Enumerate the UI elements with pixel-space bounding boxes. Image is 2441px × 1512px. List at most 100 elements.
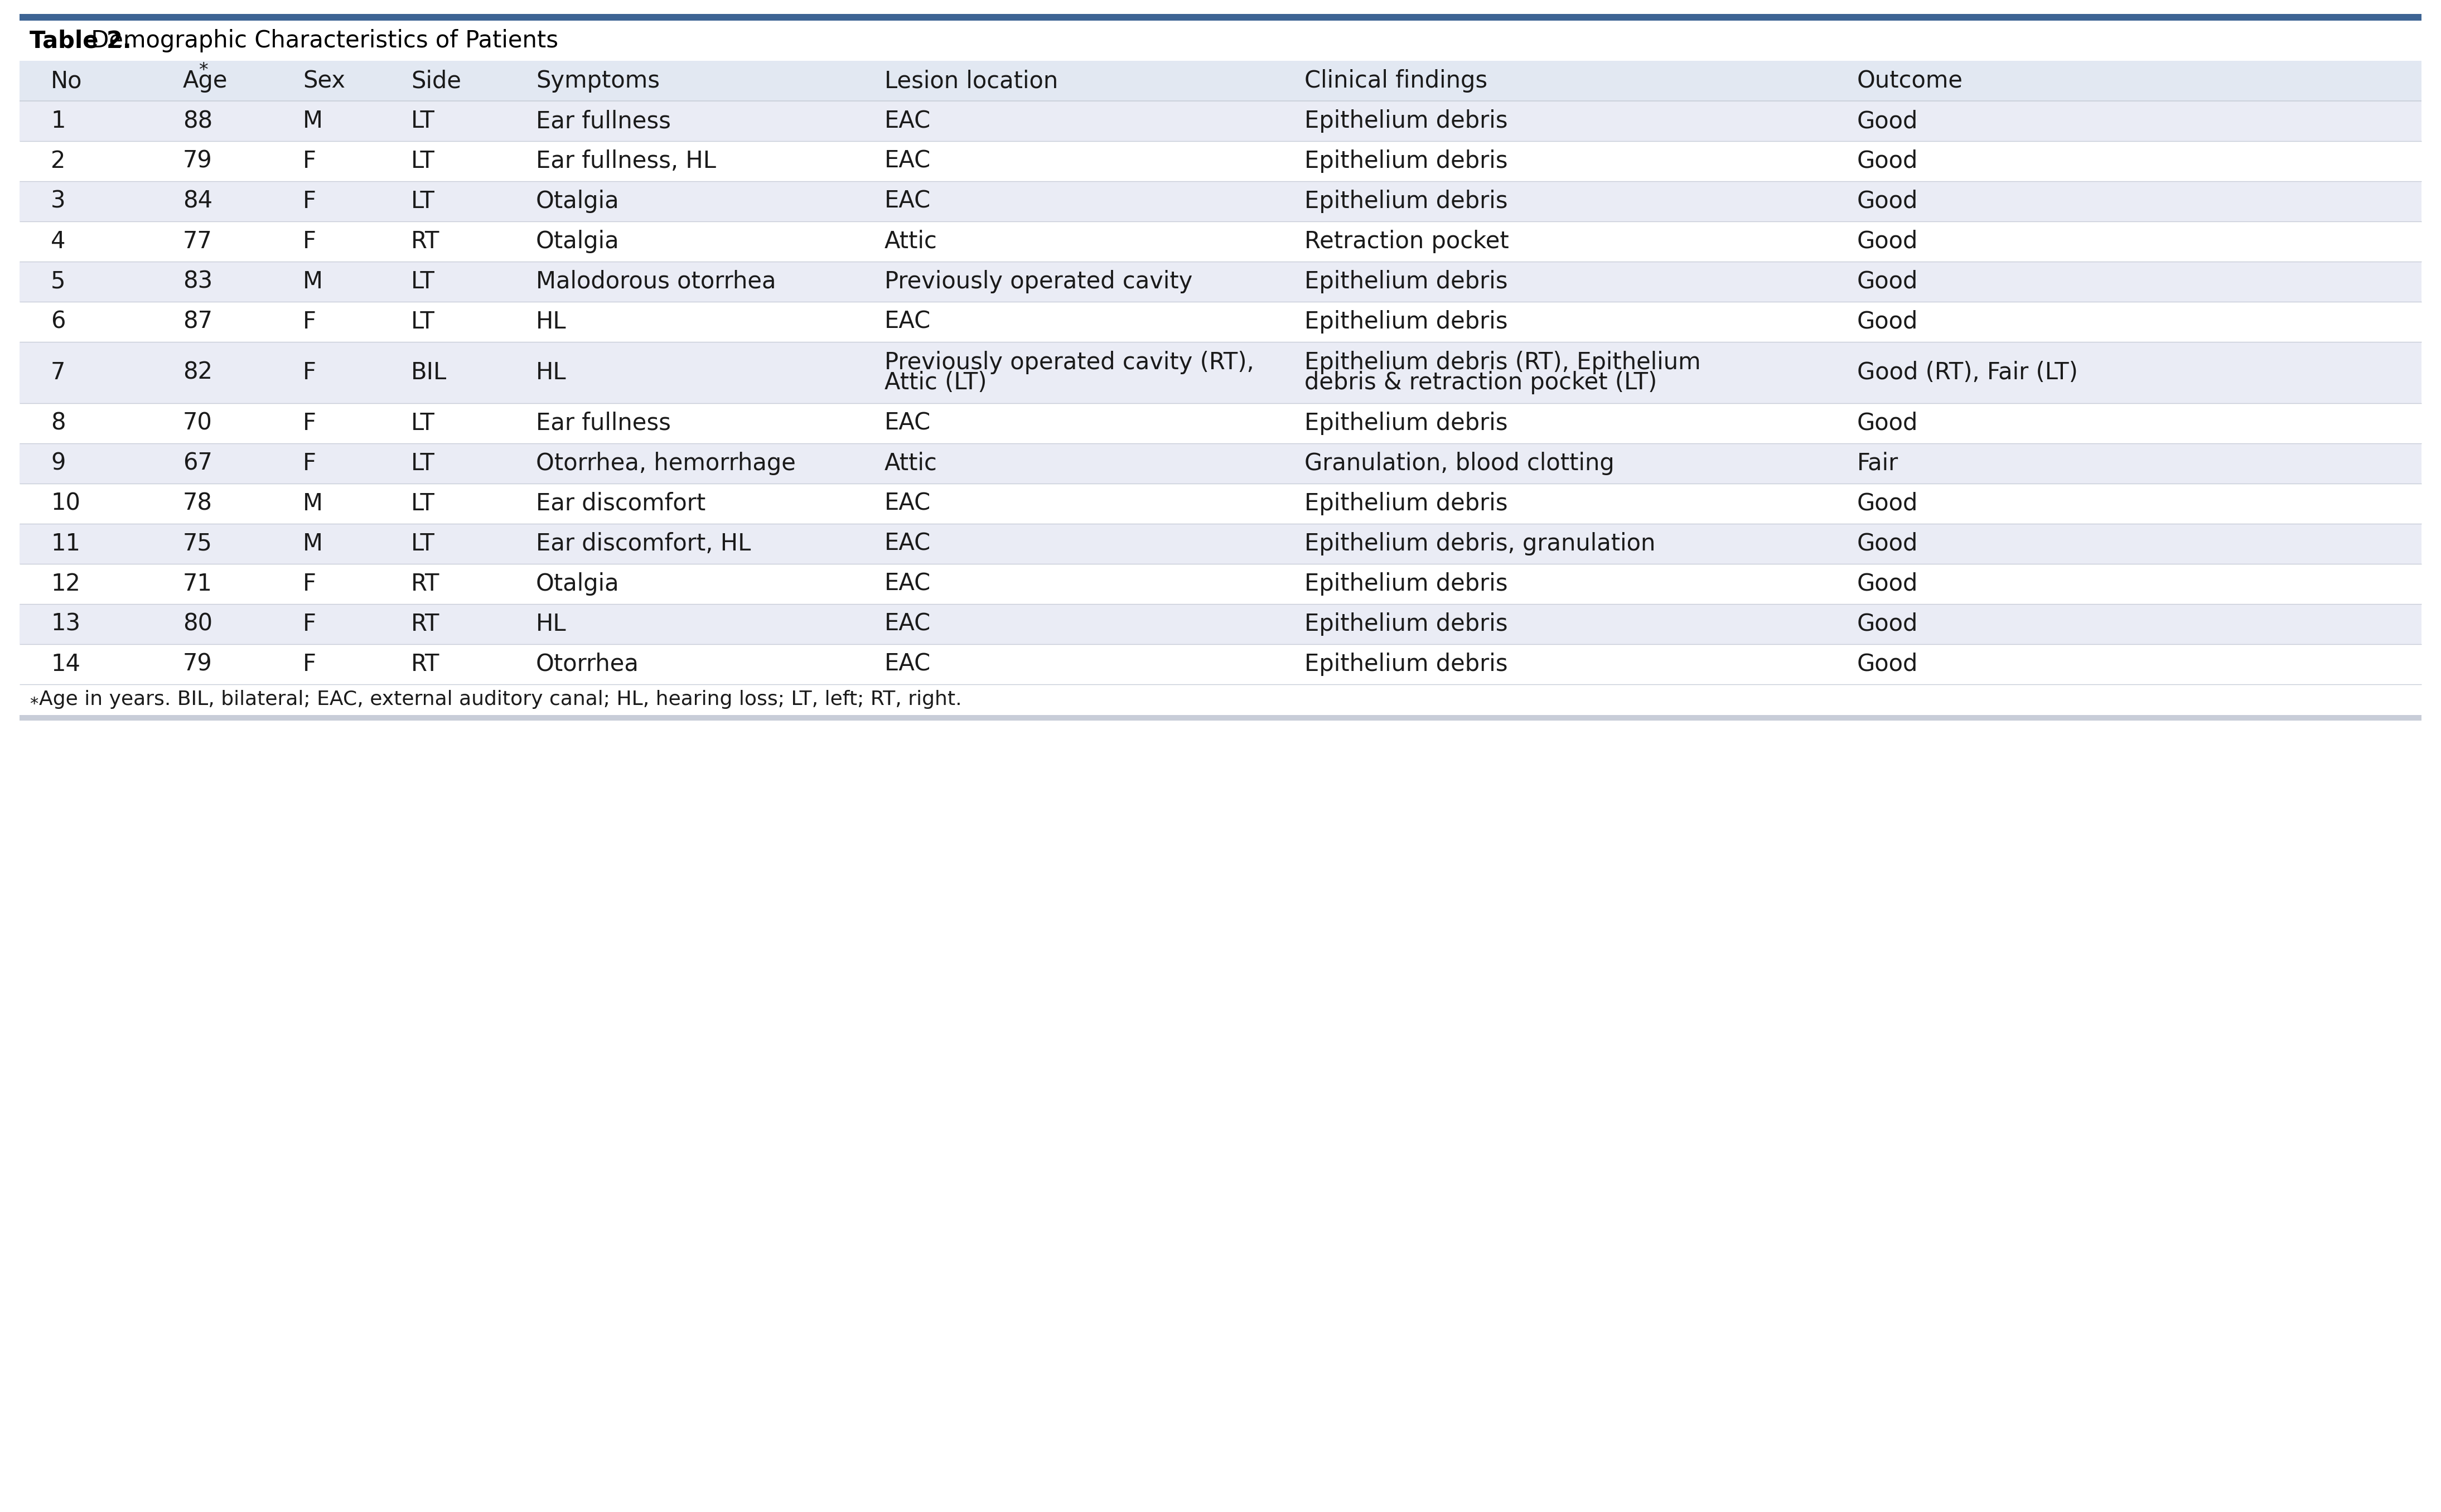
Text: Otalgia: Otalgia: [537, 572, 620, 596]
Text: HL: HL: [537, 612, 566, 637]
Text: 1: 1: [51, 109, 66, 133]
Text: Malodorous otorrhea: Malodorous otorrhea: [537, 271, 776, 293]
Text: F: F: [303, 572, 317, 596]
Text: HL: HL: [537, 361, 566, 384]
Text: Epithelium debris: Epithelium debris: [1303, 491, 1509, 516]
Text: Side: Side: [410, 70, 461, 92]
Bar: [20, 101, 2421, 141]
Text: *: *: [29, 696, 39, 712]
Text: LT: LT: [410, 150, 434, 172]
Text: 79: 79: [183, 150, 212, 172]
Bar: [20, 644, 2421, 685]
Text: Epithelium debris: Epithelium debris: [1303, 572, 1509, 596]
Text: F: F: [303, 411, 317, 435]
Text: 83: 83: [183, 271, 212, 293]
Bar: [20, 181, 2421, 221]
Text: BIL: BIL: [410, 361, 447, 384]
Text: No: No: [51, 70, 83, 92]
Text: LT: LT: [410, 532, 434, 555]
Text: Good: Good: [1858, 612, 1919, 637]
Text: LT: LT: [410, 452, 434, 475]
Text: Good: Good: [1858, 653, 1919, 676]
Bar: [20, 14, 2421, 21]
Text: Age in years. BIL, bilateral; EAC, external auditory canal; HL, hearing loss; LT: Age in years. BIL, bilateral; EAC, exter…: [39, 689, 962, 709]
Text: EAC: EAC: [884, 310, 930, 334]
Bar: [20, 21, 2421, 60]
Text: 10: 10: [51, 491, 81, 516]
Text: Sex: Sex: [303, 70, 344, 92]
Text: 79: 79: [183, 653, 212, 676]
Text: Table 2.: Table 2.: [29, 29, 132, 53]
Text: 2: 2: [51, 150, 66, 172]
Text: HL: HL: [537, 310, 566, 334]
Text: EAC: EAC: [884, 572, 930, 596]
Text: LT: LT: [410, 109, 434, 133]
Bar: [20, 715, 2421, 721]
Text: Epithelium debris: Epithelium debris: [1303, 271, 1509, 293]
Text: F: F: [303, 230, 317, 253]
Text: RT: RT: [410, 612, 439, 637]
Text: 14: 14: [51, 653, 81, 676]
Text: 84: 84: [183, 189, 212, 213]
Text: Epithelium debris: Epithelium debris: [1303, 612, 1509, 637]
Text: 3: 3: [51, 189, 66, 213]
Text: Epithelium debris: Epithelium debris: [1303, 310, 1509, 334]
Text: Good: Good: [1858, 189, 1919, 213]
Text: M: M: [303, 109, 322, 133]
Text: 87: 87: [183, 310, 212, 334]
Bar: [20, 60, 2421, 101]
Text: RT: RT: [410, 653, 439, 676]
Text: Epithelium debris: Epithelium debris: [1303, 150, 1509, 172]
Bar: [20, 302, 2421, 342]
Text: F: F: [303, 361, 317, 384]
Text: 6: 6: [51, 310, 66, 334]
Text: Good: Good: [1858, 491, 1919, 516]
Text: LT: LT: [410, 271, 434, 293]
Text: Epithelium debris: Epithelium debris: [1303, 411, 1509, 435]
Text: M: M: [303, 532, 322, 555]
Text: Good: Good: [1858, 411, 1919, 435]
Bar: [20, 523, 2421, 564]
Text: LT: LT: [410, 411, 434, 435]
Text: 80: 80: [183, 612, 212, 637]
Text: Otorrhea, hemorrhage: Otorrhea, hemorrhage: [537, 452, 796, 475]
Text: Attic: Attic: [884, 230, 937, 253]
Text: Otalgia: Otalgia: [537, 189, 620, 213]
Bar: [20, 685, 2421, 715]
Text: Outcome: Outcome: [1858, 70, 1963, 92]
Text: 12: 12: [51, 572, 81, 596]
Bar: [20, 221, 2421, 262]
Text: Ear fullness, HL: Ear fullness, HL: [537, 150, 715, 172]
Text: Previously operated cavity: Previously operated cavity: [884, 271, 1191, 293]
Bar: [20, 603, 2421, 644]
Text: RT: RT: [410, 230, 439, 253]
Bar: [20, 262, 2421, 302]
Text: 8: 8: [51, 411, 66, 435]
Text: Epithelium debris (RT), Epithelium: Epithelium debris (RT), Epithelium: [1303, 351, 1701, 375]
Bar: [20, 564, 2421, 603]
Bar: [20, 141, 2421, 181]
Text: *: *: [198, 62, 207, 80]
Text: EAC: EAC: [884, 532, 930, 555]
Text: Age: Age: [183, 70, 227, 92]
Text: M: M: [303, 491, 322, 516]
Text: 77: 77: [183, 230, 212, 253]
Text: Good: Good: [1858, 271, 1919, 293]
Text: Good (RT), Fair (LT): Good (RT), Fair (LT): [1858, 361, 2077, 384]
Text: Ear fullness: Ear fullness: [537, 411, 671, 435]
Text: Attic: Attic: [884, 452, 937, 475]
Text: Otorrhea: Otorrhea: [537, 653, 640, 676]
Text: F: F: [303, 150, 317, 172]
Text: LT: LT: [410, 189, 434, 213]
Text: 5: 5: [51, 271, 66, 293]
Text: Ear fullness: Ear fullness: [537, 109, 671, 133]
Bar: [20, 484, 2421, 523]
Text: EAC: EAC: [884, 612, 930, 637]
Text: 88: 88: [183, 109, 212, 133]
Text: 78: 78: [183, 491, 212, 516]
Text: Epithelium debris: Epithelium debris: [1303, 109, 1509, 133]
Text: F: F: [303, 310, 317, 334]
Text: F: F: [303, 452, 317, 475]
Text: Attic (LT): Attic (LT): [884, 370, 986, 395]
Text: 67: 67: [183, 452, 212, 475]
